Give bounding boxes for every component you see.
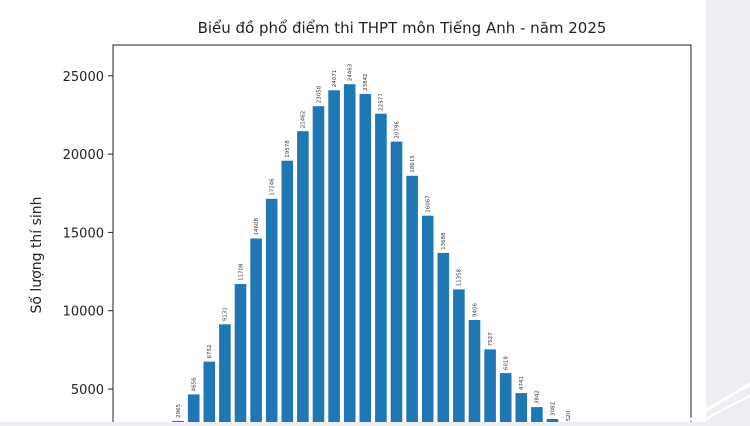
bar-value-label: 3082 [550,402,556,416]
bar [515,393,528,426]
bar [265,198,278,426]
bar [328,90,340,426]
bar-chart: Biểu đồ phổ điểm thi THPT môn Tiếng Anh … [28,19,692,426]
y-tick-label: 25000 [63,70,104,85]
bar [234,284,247,426]
bar-value-label: 23058 [316,85,322,103]
bar [359,93,372,426]
bar-value-label: 21462 [301,111,307,129]
y-axis-label: Số lượng thí sinh [28,196,45,313]
bar [203,361,216,426]
bar-value-label: 24071 [332,70,338,88]
bar [250,238,262,426]
bar-value-label: 16067 [426,195,432,213]
background-swoosh-decoration [690,382,750,422]
bar-value-label: 11358 [457,268,463,286]
y-tick-label: 5000 [71,383,104,398]
bar [281,160,294,426]
bar-value-label: 23842 [363,73,369,91]
bar-value-label: 24463 [348,63,354,81]
chart-title: Biểu đồ phổ điểm thi THPT môn Tiếng Anh … [198,19,607,37]
bar-value-label: 3842 [535,390,541,404]
bar-value-label: 14608 [254,218,260,236]
bar-value-label: 6752 [207,345,213,359]
bar [499,373,512,426]
bar [297,131,309,426]
bar-value-label: 2520 [566,410,572,422]
bar-value-label: 6018 [504,356,510,370]
y-tick-label: 20000 [63,148,104,163]
bar [453,289,465,426]
bar-value-label: 17146 [270,178,276,196]
bar [312,106,325,426]
bar-value-label: 22577 [379,93,385,111]
bar-value-label: 18615 [410,155,416,173]
plot-frame [112,44,692,426]
bar [343,84,356,426]
bar-value-label: 7527 [488,332,494,346]
bar-value-label: 9131 [223,307,229,321]
y-axis-ticks: 5000 10000 15000 20000 25000 [63,70,113,398]
bar [531,407,543,426]
bar-value-label: 11708 [238,263,244,281]
bars-group [172,84,559,426]
bar [375,113,387,426]
bar-value-label: 9406 [472,303,478,317]
bar [219,324,231,426]
bar-value-label: 4741 [519,376,525,390]
y-tick-label: 10000 [63,305,104,320]
bar [468,320,481,426]
bar [437,252,450,426]
bar-labels-group: 2965 4656 6752 9131 11708 14608 17146 19578 2146… [176,63,572,425]
bar [187,394,200,426]
chart-figure: Biểu đồ phổ điểm thi THPT môn Tiếng Anh … [0,0,706,426]
bar [421,215,434,426]
bar-value-label: 2965 [176,403,182,417]
bar-value-label: 20796 [394,121,400,139]
bar [484,349,496,426]
bar [406,175,418,426]
bar-value-label: 4656 [192,377,198,391]
bar-value-label: 19578 [285,140,291,158]
y-tick-label: 15000 [63,226,104,241]
bar-value-label: 13688 [441,232,447,250]
bar [390,141,403,426]
